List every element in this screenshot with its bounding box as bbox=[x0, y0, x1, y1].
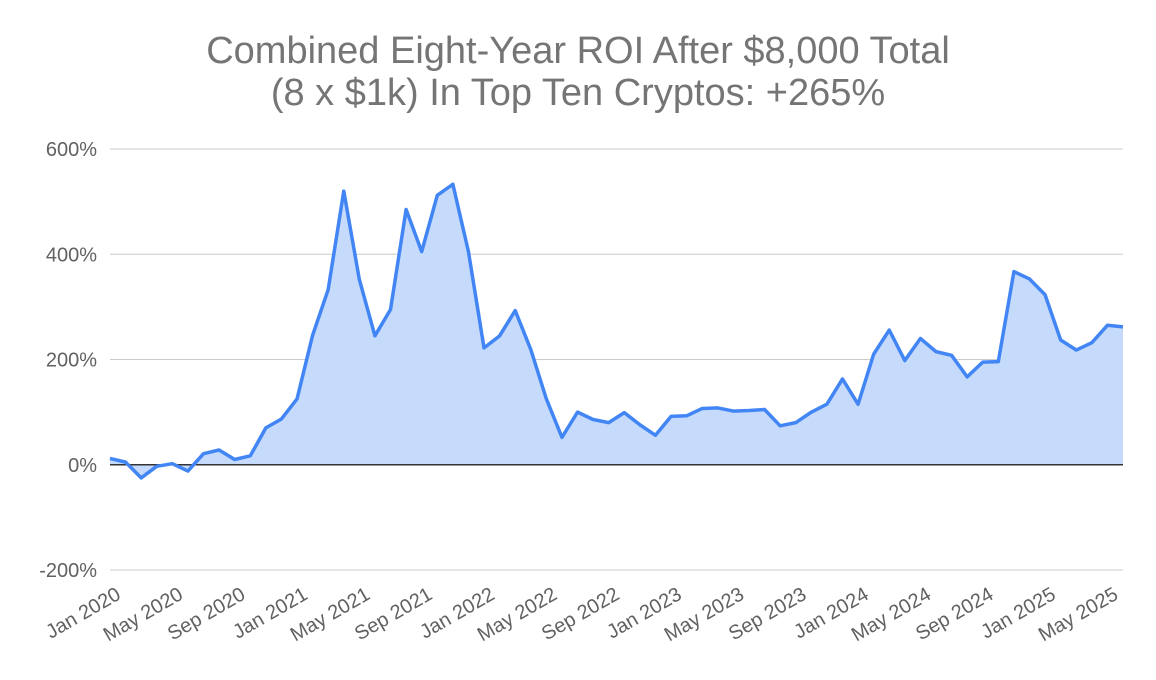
series-area bbox=[110, 184, 1123, 478]
y-tick-label: 400% bbox=[46, 244, 97, 266]
y-tick-label: 200% bbox=[46, 350, 97, 372]
y-tick-label: 600% bbox=[46, 139, 97, 161]
chart-title: Combined Eight-Year ROI After $8,000 Tot… bbox=[0, 30, 1156, 114]
chart-title-line-2: (8 x $1k) In Top Ten Cryptos: +265% bbox=[270, 72, 886, 114]
series-line bbox=[109, 182, 1124, 480]
chart-title-line-1: Combined Eight-Year ROI After $8,000 Tot… bbox=[206, 30, 950, 72]
y-tick-label: -200% bbox=[39, 560, 97, 582]
y-tick-label: 0% bbox=[68, 455, 97, 477]
